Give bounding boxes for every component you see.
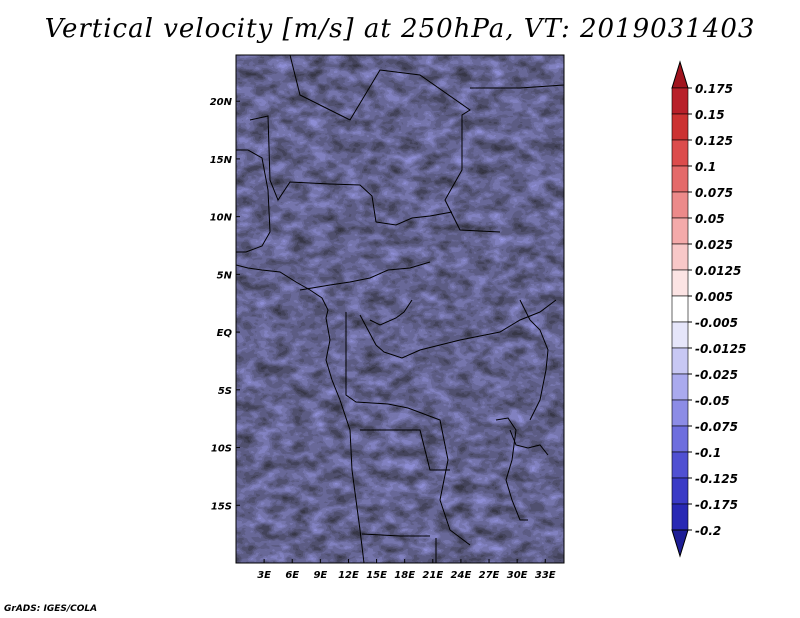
y-tick-label: EQ	[217, 328, 233, 339]
axes: 3E 6E 9E 12E 15E 18E 21E 24E 27E 30E 33E 20N 15N 10N 5…	[210, 97, 556, 581]
colorbar-label: -0.075	[695, 420, 738, 434]
x-tick-label: 27E	[479, 570, 500, 581]
colorbar-swatch	[671, 347, 689, 375]
colorbar-swatch	[671, 321, 689, 349]
colorbar-swatch	[671, 217, 689, 245]
grads-credit: GrADS: IGES/COLA	[4, 604, 98, 614]
colorbar-label: 0.005	[695, 290, 733, 304]
colorbar-swatch	[671, 165, 689, 193]
colorbar-label: -0.2	[695, 524, 721, 538]
velocity-field	[236, 55, 564, 563]
x-tick-label: 12E	[338, 570, 359, 581]
colorbar-swatch	[671, 373, 689, 401]
colorbar-swatch	[671, 451, 689, 479]
y-tick-label: 10N	[210, 213, 233, 224]
colorbar-cap-bottom	[671, 529, 689, 558]
colorbar-swatch	[671, 87, 689, 115]
colorbar-label: -0.05	[695, 394, 730, 408]
colorbar-label: -0.1	[695, 446, 721, 460]
colorbar-swatch	[671, 269, 689, 297]
colorbar-label: 0.15	[695, 108, 725, 122]
colorbar-label: 0.175	[695, 82, 733, 96]
x-tick-label: 6E	[285, 570, 299, 581]
colorbar: 0.175 0.15 0.125 0.1 0.075 0.05 0.025 0.0125 0.0…	[671, 60, 746, 558]
colorbar-label: 0.1	[695, 160, 716, 174]
colorbar-label: 0.025	[695, 238, 733, 252]
y-tick-label: 10S	[211, 444, 232, 455]
y-tick-label: 15N	[210, 155, 233, 166]
colorbar-label: -0.125	[695, 472, 738, 486]
colorbar-label: -0.025	[695, 368, 738, 382]
colorbar-label: 0.125	[695, 134, 733, 148]
colorbar-swatch	[671, 425, 689, 453]
y-tick-label: 15S	[211, 501, 232, 512]
colorbar-label: 0.0125	[695, 264, 741, 278]
x-tick-label: 9E	[313, 570, 327, 581]
x-tick-label: 21E	[422, 570, 443, 581]
colorbar-label: -0.0125	[695, 342, 746, 356]
x-tick-label: 33E	[535, 570, 556, 581]
x-tick-label: 3E	[257, 570, 271, 581]
colorbar-label: 0.05	[695, 212, 725, 226]
colorbar-swatch	[671, 399, 689, 427]
chart-title: Vertical velocity [m/s] at 250hPa, VT: 2…	[44, 14, 756, 44]
colorbar-label: -0.005	[695, 316, 738, 330]
y-tick-label: 5N	[217, 270, 233, 281]
colorbar-swatch	[671, 191, 689, 219]
colorbar-swatch	[671, 295, 689, 323]
colorbar-label: -0.175	[695, 498, 738, 512]
colorbar-label: 0.075	[695, 186, 733, 200]
x-tick-label: 30E	[507, 570, 528, 581]
x-tick-label: 18E	[394, 570, 415, 581]
y-tick-label: 20N	[210, 97, 233, 108]
map-frame	[235, 54, 565, 564]
colorbar-swatch	[671, 139, 689, 167]
colorbar-cap-top	[671, 60, 689, 89]
x-tick-label: 15E	[366, 570, 387, 581]
y-tick-label: 5S	[218, 386, 232, 397]
x-tick-label: 24E	[451, 570, 472, 581]
coastlines-and-borders	[236, 55, 564, 563]
colorbar-swatch	[671, 113, 689, 141]
colorbar-swatch	[671, 503, 689, 531]
colorbar-swatch	[671, 243, 689, 271]
colorbar-swatch	[671, 477, 689, 505]
